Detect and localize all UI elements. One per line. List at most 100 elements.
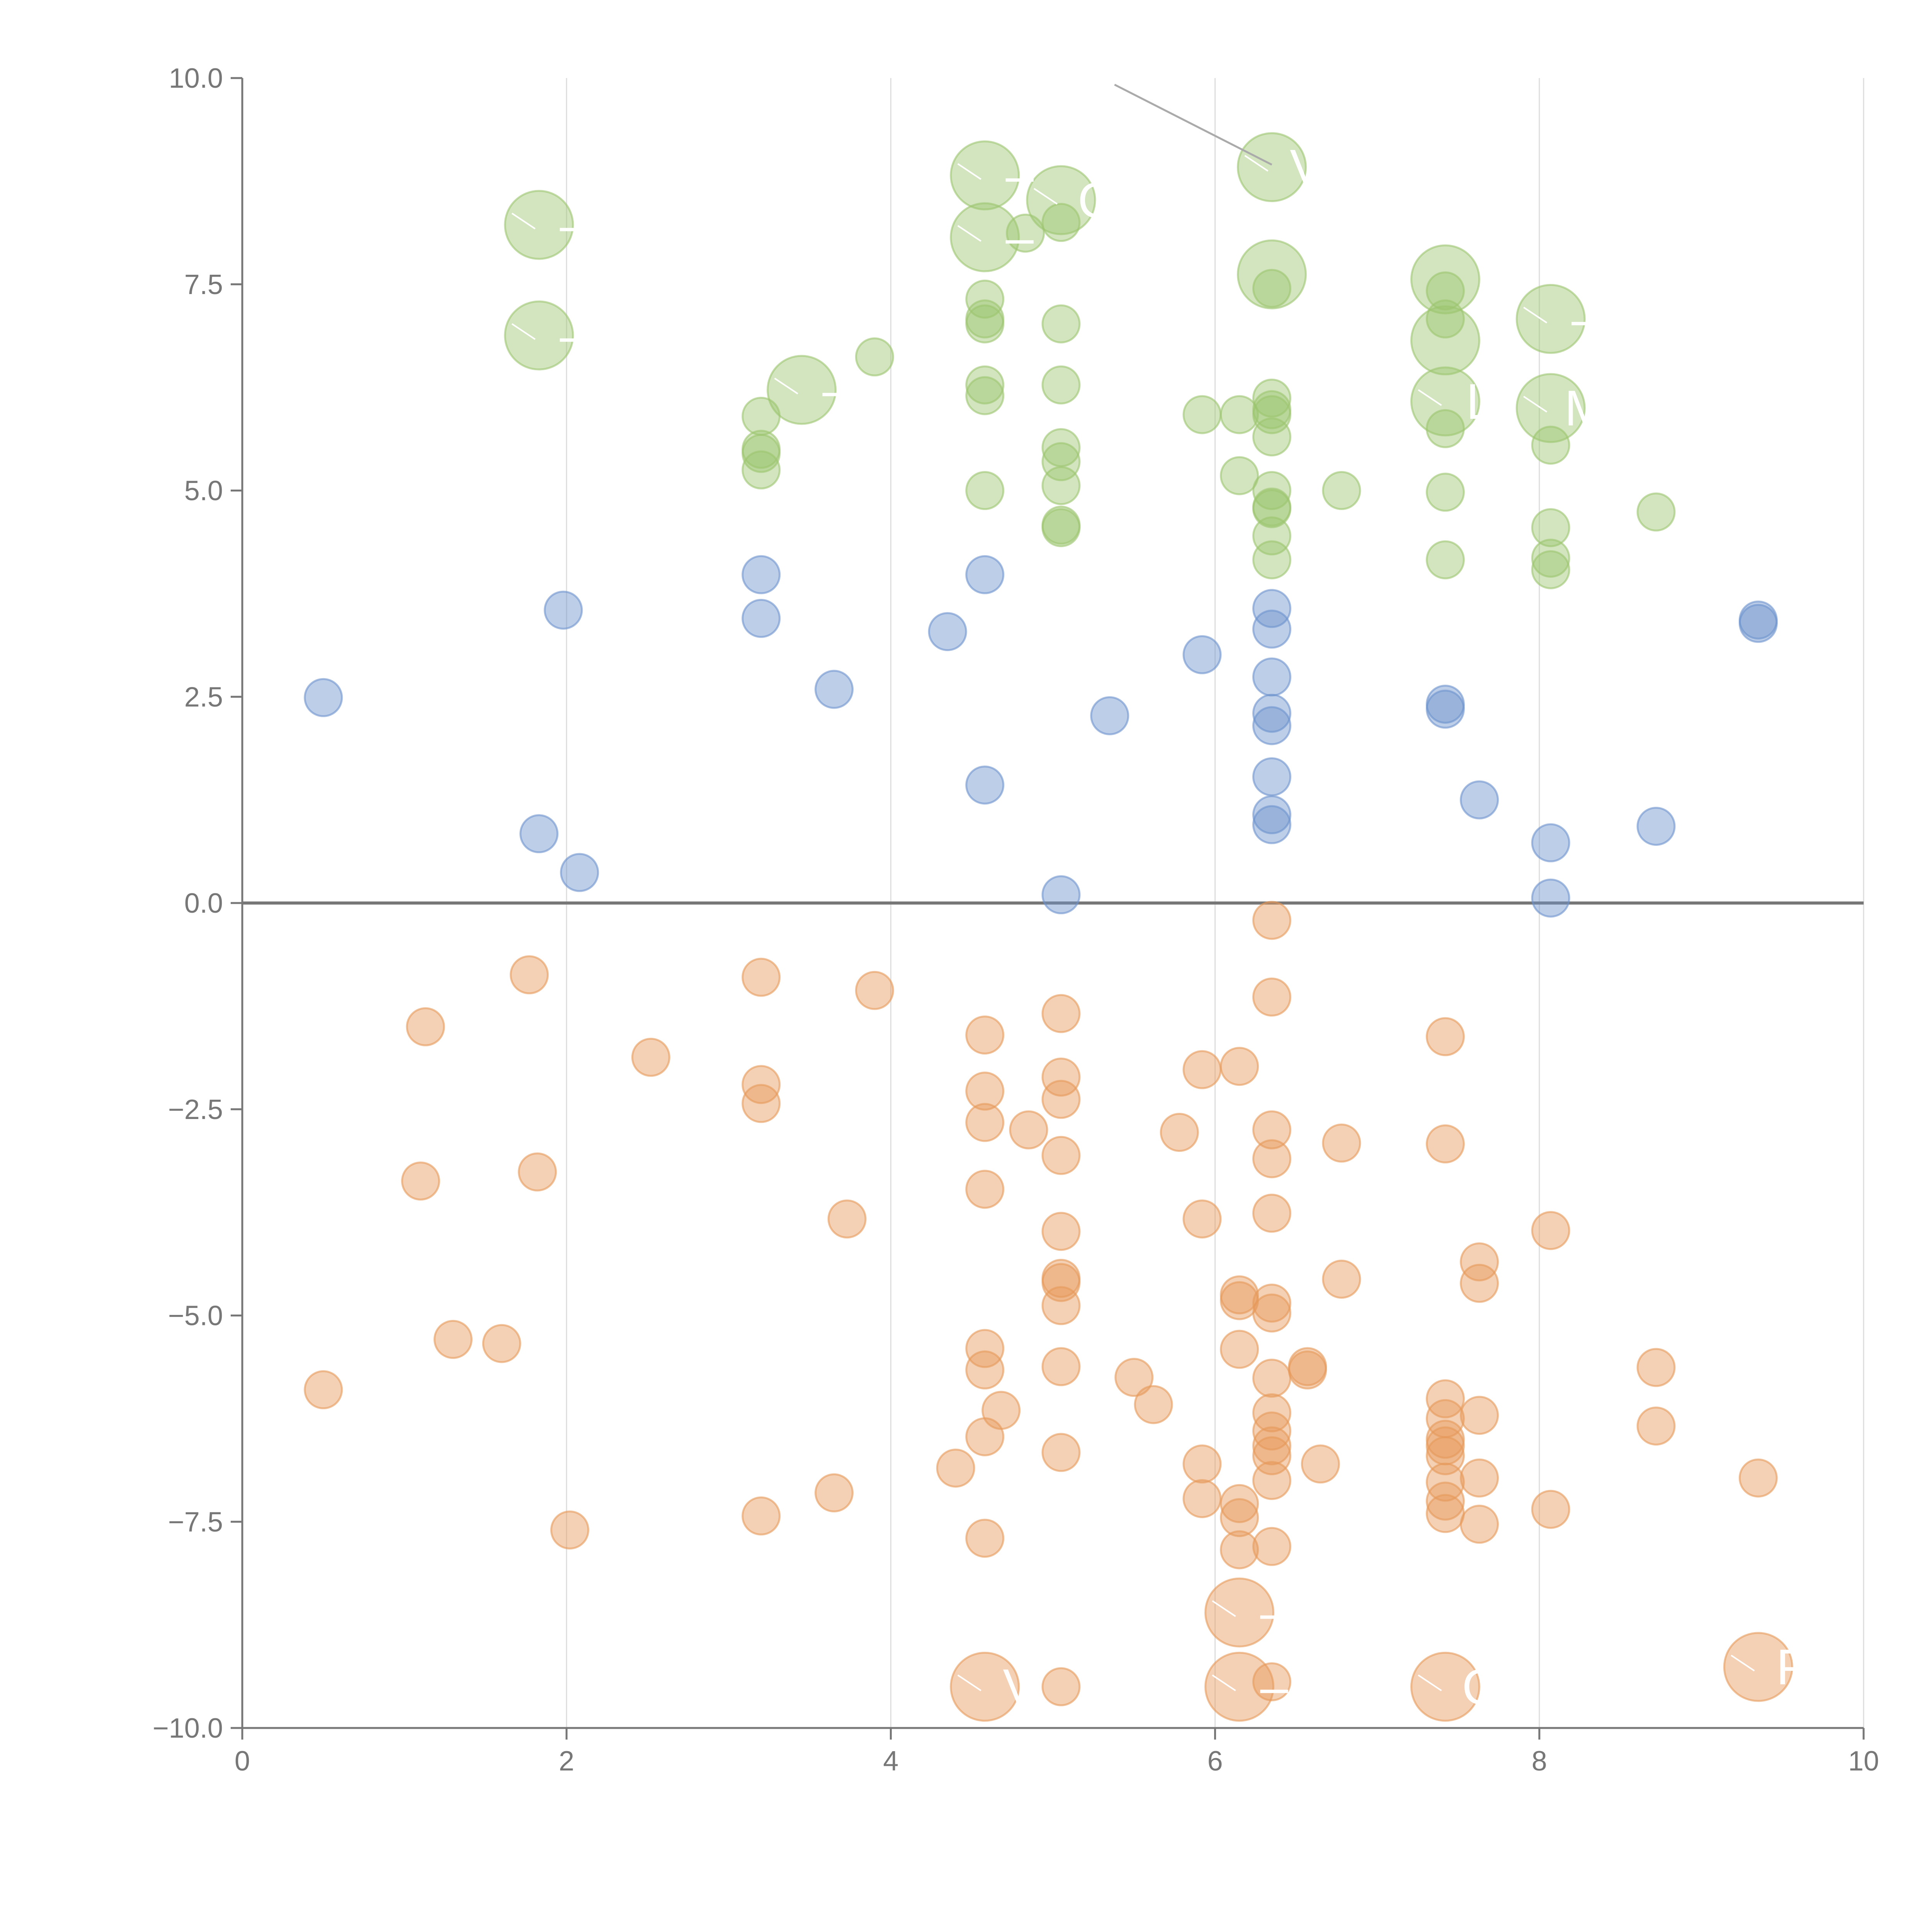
- orange-bubble: [518, 1152, 557, 1192]
- green-bubble: [1322, 471, 1361, 510]
- orange-bubble: [1425, 1481, 1465, 1521]
- green-bubble: [1041, 365, 1081, 405]
- bubble-label: –: [1006, 147, 1034, 204]
- green-bubble: [1252, 417, 1291, 457]
- orange-bubble: [950, 1651, 1020, 1722]
- orange-bubble: [1220, 1484, 1259, 1523]
- orange-bubble: [1041, 1286, 1081, 1325]
- orange-bubble: [1425, 1494, 1465, 1533]
- orange-bubble: [1182, 1050, 1222, 1089]
- axis-layer: 10.0 7.5 5.0 2.5 0.0 −2.5 −5.0 −7.5 −10.0 0 2 4 6 8 10: [153, 63, 1879, 1777]
- orange-bubble: [1220, 1047, 1259, 1086]
- orange-bubble: [1425, 1017, 1465, 1056]
- bubble-label: C: [1078, 172, 1114, 228]
- blue-bubble: [1252, 805, 1291, 844]
- green-bubble: [1006, 213, 1045, 253]
- orange-bubble: [1425, 1124, 1465, 1163]
- orange-bubble: [1322, 1123, 1361, 1163]
- orange-bubble: [304, 1370, 343, 1410]
- x-tick-label: 8: [1532, 1746, 1547, 1777]
- bubble-label: V: [1003, 1658, 1036, 1715]
- orange-bubble: [965, 1329, 1005, 1368]
- orange-bubble: [1723, 1632, 1793, 1702]
- green-bubble: [1041, 466, 1081, 505]
- orange-bubble: [965, 1170, 1005, 1209]
- orange-bubble: [1220, 1330, 1259, 1369]
- green-bubble: [1410, 305, 1480, 376]
- bubble-label: –: [560, 197, 588, 253]
- orange-bubble: [1460, 1458, 1499, 1498]
- blue-bubble: [1531, 878, 1570, 918]
- orange-bubble: [1636, 1348, 1676, 1387]
- blue-bubble: [1252, 609, 1291, 649]
- orange-bubble: [1041, 1212, 1081, 1251]
- green-bubble: [1515, 373, 1586, 443]
- orange-bubble: [1460, 1505, 1499, 1544]
- orange-bubble: [1252, 1527, 1291, 1566]
- bubble-leader-line: [1731, 1655, 1755, 1672]
- orange-bubble: [1204, 1577, 1275, 1648]
- green-bubble: [1220, 456, 1259, 495]
- green-bubble: [1236, 239, 1307, 310]
- orange-bubble: [1301, 1444, 1340, 1484]
- blue-bubble: [560, 853, 599, 892]
- blue-bubble: [815, 670, 854, 709]
- annotation-leader-line: [1114, 83, 1272, 166]
- orange-bubble: [1041, 994, 1081, 1033]
- bubble-label: M: [1565, 380, 1606, 436]
- orange-bubble: [1220, 1498, 1259, 1537]
- orange-bubble: [1531, 1490, 1570, 1529]
- green-bubble: [1410, 366, 1480, 437]
- orange-bubble: [406, 1007, 445, 1046]
- blue-bubble: [1252, 795, 1291, 835]
- orange-bubble: [482, 1324, 521, 1363]
- orange-bubble: [1252, 901, 1291, 940]
- orange-bubble: [1252, 1110, 1291, 1150]
- blue-bubble: [1531, 823, 1570, 862]
- green-bubble: [965, 471, 1005, 510]
- orange-bubble: [855, 971, 894, 1010]
- green-bubble: [1252, 269, 1291, 308]
- y-tick-label: −7.5: [168, 1507, 223, 1537]
- green-bubble: [965, 365, 1005, 405]
- orange-bubble: [1252, 977, 1291, 1017]
- orange-bubble: [965, 1350, 1005, 1389]
- orange-bubble: [1204, 1651, 1275, 1722]
- blue-bubble: [928, 612, 967, 651]
- y-tick-label: 5.0: [184, 476, 223, 507]
- green-bubble: [1531, 539, 1570, 578]
- bubble-leader-line: [1033, 188, 1058, 205]
- bubble-label: –: [560, 307, 588, 364]
- green-bubble: [1182, 395, 1222, 434]
- green-bubble: [965, 376, 1005, 415]
- bubble-leader-line: [1244, 155, 1269, 172]
- green-bubble: [1425, 299, 1465, 338]
- green-bubble: [1252, 540, 1291, 580]
- orange-bubble: [1288, 1350, 1327, 1389]
- orange-bubble: [827, 1199, 867, 1239]
- blue-bubble: [1636, 806, 1676, 846]
- orange-bubble: [1252, 1359, 1291, 1398]
- bubble-leader-line: [1212, 1600, 1236, 1617]
- green-bubble: [1252, 378, 1291, 418]
- orange-bubble: [965, 1015, 1005, 1055]
- bubble-label: –: [1260, 1658, 1288, 1715]
- orange-bubble: [1252, 1139, 1291, 1179]
- orange-bubble: [1182, 1199, 1222, 1239]
- orange-bubble: [742, 1496, 781, 1536]
- green-bubble: [1041, 442, 1081, 481]
- y-tick-label: −5.0: [168, 1301, 223, 1332]
- x-tick-label: 6: [1208, 1746, 1223, 1777]
- bubble-label: C: [1462, 1658, 1498, 1715]
- bubble-leader-line: [957, 1674, 981, 1691]
- y-tick-label: 7.5: [184, 269, 223, 300]
- orange-bubble: [1636, 1406, 1676, 1446]
- y-tick-label: 2.5: [184, 682, 223, 713]
- blue-bubble: [1252, 589, 1291, 628]
- orange-bubble: [1182, 1479, 1222, 1518]
- orange-bubble: [1041, 1080, 1081, 1119]
- orange-bubble: [1738, 1458, 1778, 1498]
- green-bubble: [1636, 492, 1676, 532]
- blue-bubble: [1041, 875, 1081, 915]
- orange-bubble: [1410, 1651, 1480, 1722]
